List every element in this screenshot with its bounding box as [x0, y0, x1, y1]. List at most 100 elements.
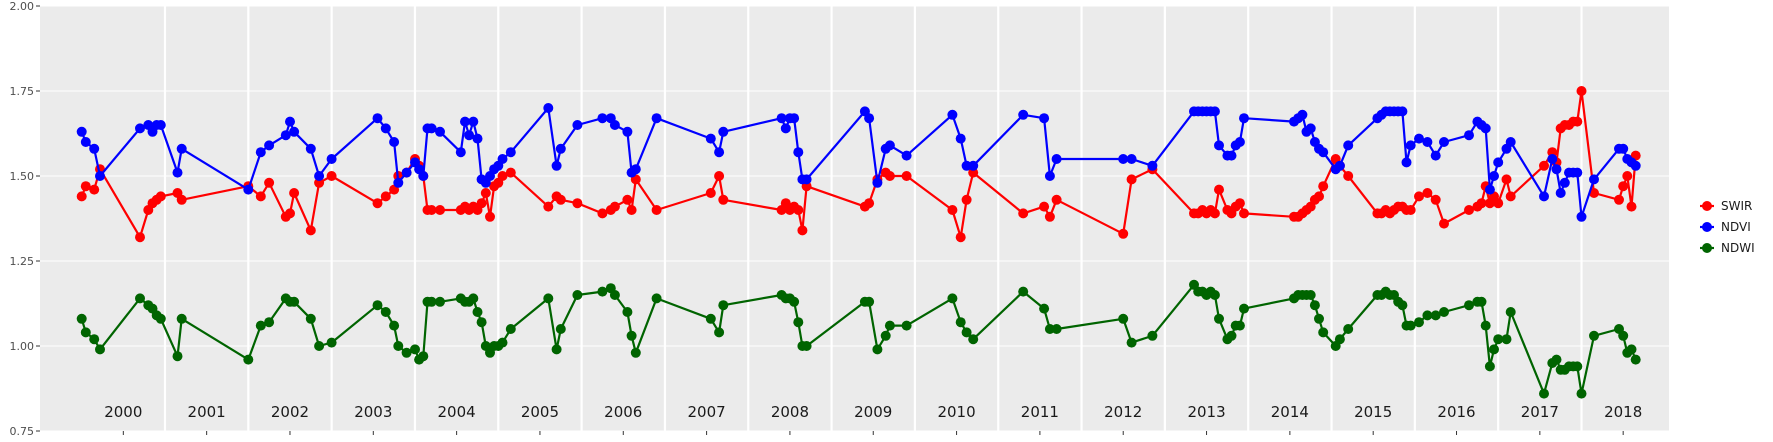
data-point-ndvi [597, 113, 608, 124]
data-point-ndwi [289, 296, 300, 307]
year-label: 2015 [1354, 403, 1392, 421]
data-point-ndwi [1209, 290, 1220, 300]
data-point-ndwi [714, 327, 725, 338]
data-point-ndwi [1397, 300, 1408, 311]
data-point-ndwi [1051, 324, 1062, 334]
data-point-ndwi [864, 296, 875, 307]
data-point-swir [485, 211, 495, 222]
year-label: 2013 [1187, 403, 1225, 421]
data-point-ndvi [968, 160, 979, 171]
data-point-ndwi [1334, 334, 1345, 345]
data-point-ndwi [255, 320, 266, 331]
data-point-swir [1214, 184, 1224, 195]
data-point-ndvi [255, 147, 266, 158]
data-point-swir [1576, 86, 1587, 96]
year-label: 2014 [1271, 403, 1309, 421]
data-point-swir [480, 188, 491, 198]
data-point-swir [793, 205, 804, 215]
data-point-ndvi [460, 116, 470, 127]
data-point-swir [901, 171, 912, 181]
y-tick-label: 2.00 [10, 0, 35, 13]
data-point-swir [955, 232, 966, 243]
data-point-ndwi [389, 320, 400, 331]
data-point-ndvi [1555, 188, 1566, 198]
data-series [76, 86, 1641, 399]
data-point-ndwi [264, 317, 275, 328]
data-point-ndwi [705, 313, 716, 324]
x-axis: 2000 2001 2002 2003 2004 2005 2006 2007 2008 2009… [104, 403, 1642, 435]
data-point-ndvi [1414, 133, 1424, 144]
y-tick-label: 1.00 [10, 340, 35, 353]
year-label: 2001 [188, 403, 226, 421]
data-point-ndwi [1539, 388, 1549, 399]
data-point-ndvi [1343, 140, 1354, 151]
data-point-ndwi [1405, 320, 1416, 331]
data-point-ndvi [1239, 113, 1249, 124]
year-label: 2009 [854, 403, 892, 421]
data-point-swir [1626, 201, 1637, 212]
data-point-ndwi [1309, 300, 1320, 311]
data-point-swir [176, 194, 187, 205]
data-point-swir [1539, 160, 1549, 171]
data-point-ndvi [1234, 137, 1245, 147]
data-point-swir [76, 191, 87, 202]
data-point-swir [961, 194, 972, 205]
data-point-swir [1589, 188, 1599, 198]
data-point-ndvi [1559, 177, 1570, 188]
data-point-ndwi [401, 347, 412, 358]
data-point-ndwi [435, 296, 445, 307]
data-point-swir [426, 205, 437, 215]
data-point-swir [947, 205, 958, 215]
data-point-ndwi [1493, 334, 1504, 345]
year-label: 2012 [1104, 403, 1142, 421]
data-point-ndwi [472, 307, 483, 317]
data-point-swir [1126, 174, 1137, 185]
y-axis: 0.75 1.00 1.25 1.50 1.75 2.00 [10, 0, 40, 438]
data-point-ndvi [1618, 143, 1629, 154]
data-point-swir [1039, 201, 1050, 212]
data-point-swir [285, 208, 295, 219]
data-point-ndwi [1430, 310, 1441, 321]
data-point-ndwi [793, 317, 804, 328]
data-point-ndvi [1126, 154, 1137, 164]
data-point-ndwi [176, 313, 187, 324]
data-point-ndwi [1226, 330, 1237, 341]
data-point-ndwi [651, 293, 662, 304]
data-point-ndwi [76, 313, 87, 324]
data-point-swir [1614, 194, 1624, 205]
data-point-ndvi [289, 126, 300, 137]
legend-label: NDWI [1721, 241, 1755, 255]
data-point-ndvi [285, 116, 295, 127]
data-point-ndvi [864, 113, 875, 124]
data-point-ndwi [955, 317, 966, 328]
data-point-ndwi [961, 327, 972, 338]
data-point-swir [326, 171, 337, 181]
data-point-swir [651, 205, 662, 215]
data-point-ndwi [1422, 310, 1433, 321]
legend-label: SWIR [1721, 199, 1752, 213]
data-point-swir [372, 198, 383, 209]
data-point-ndwi [1576, 388, 1587, 399]
y-tick-label: 1.25 [10, 255, 35, 268]
data-point-ndvi [1551, 164, 1562, 175]
data-point-ndwi [1118, 313, 1129, 324]
panel-background [40, 6, 1669, 431]
data-point-ndvi [622, 126, 633, 137]
data-point-ndvi [884, 140, 895, 151]
data-point-ndwi [1234, 320, 1245, 331]
data-point-swir [1622, 171, 1633, 181]
year-label: 2005 [521, 403, 559, 421]
data-point-ndvi [776, 113, 787, 124]
data-point-swir [1209, 208, 1220, 219]
data-point-ndvi [947, 109, 958, 120]
data-point-ndvi [609, 120, 620, 130]
data-point-ndvi [393, 177, 404, 188]
data-point-ndvi [1044, 171, 1055, 181]
data-point-ndvi [497, 154, 508, 164]
data-point-ndwi [380, 307, 391, 317]
data-point-ndwi [947, 293, 958, 304]
data-point-swir [555, 194, 566, 205]
data-point-swir [864, 198, 875, 209]
data-point-ndwi [1018, 286, 1029, 297]
year-label: 2000 [104, 403, 142, 421]
